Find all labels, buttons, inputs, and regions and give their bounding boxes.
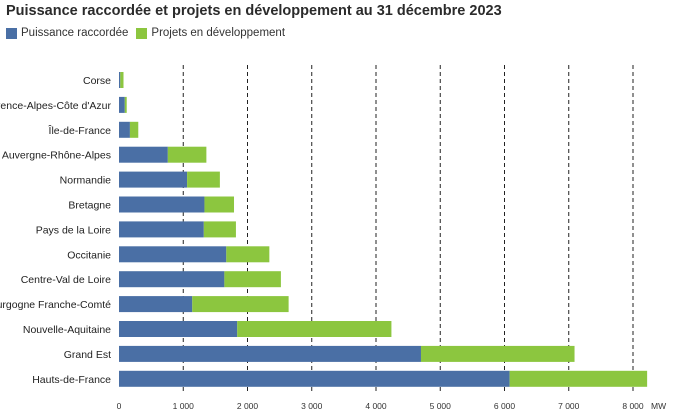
bar-segment-developpement [203,221,236,238]
bar-segment-raccordee [119,221,204,238]
category-label: Île-de-France [48,124,112,137]
bar-segment-developpement [192,296,289,313]
category-label: Corse [83,75,111,87]
category-label: Centre-Val de Loire [21,274,111,286]
x-tick-label: 1 000 [173,401,195,411]
legend-label-developpement: Projets en développement [151,27,286,39]
bar-segment-raccordee [119,296,193,313]
x-tick-label: 6 000 [494,401,516,411]
x-tick-label: 5 000 [430,401,452,411]
legend-item-developpement: Projets en développement [136,27,285,39]
category-label: Auvergne-Rhône-Alpes [2,150,111,162]
legend-swatch-raccordee [6,27,17,39]
bar-segment-raccordee [119,345,421,362]
bar-segment-raccordee [119,370,510,387]
x-unit-label: MW [651,401,666,411]
bar-segment-raccordee [119,146,168,163]
category-label: Provence-Alpes-Côte d'Azur [0,100,111,112]
bar-segment-developpement [120,72,124,88]
category-label: Nouvelle-Aquitaine [23,324,111,336]
bar-segment-raccordee [119,246,227,263]
category-label: Bourgogne Franche-Comté [0,299,111,311]
legend-swatch-developpement [136,27,148,39]
bar-segment-developpement [224,271,281,288]
bar-segment-developpement [420,345,575,362]
category-label: Pays de la Loire [36,224,111,236]
bar-segment-developpement [187,171,220,188]
bar-segment-developpement [167,146,207,163]
category-label: Normandie [60,175,112,187]
bar-segment-raccordee [119,321,238,337]
legend-item-raccordee: Puissance raccordée [6,27,128,39]
bar-segment-raccordee [119,196,205,213]
legend-label-raccordee: Puissance raccordée [21,27,129,39]
bar-segment-raccordee [119,271,225,288]
x-tick-label: 4 000 [365,401,387,411]
x-tick-label: 7 000 [558,401,580,411]
bar-segment-raccordee [119,72,121,88]
chart-title: Puissance raccordée et projets en dévelo… [6,3,502,19]
category-label: Hauts-de-France [32,374,111,386]
bar-segment-raccordee [119,171,188,188]
bar-segment-raccordee [119,121,130,138]
x-tick-label: 3 000 [301,401,323,411]
bar-segment-developpement [129,121,139,138]
bar-segment-developpement [204,196,235,213]
category-label: Grand Est [64,349,111,361]
chart-legend: Puissance raccordée Projets en développe… [6,27,293,39]
category-label: Bretagne [68,200,111,212]
bar-segment-developpement [124,96,127,113]
bar-segment-raccordee [119,96,125,113]
x-tick-label: 2 000 [237,401,259,411]
bar-segment-developpement [509,370,648,387]
bar-segment-developpement [226,246,270,263]
bar-segment-developpement [237,321,392,337]
x-tick-label: 8 000 [622,401,644,411]
x-tick-label: 0 [117,401,122,411]
category-label: Occitanie [67,249,111,261]
